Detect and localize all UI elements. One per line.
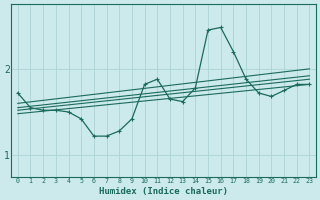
X-axis label: Humidex (Indice chaleur): Humidex (Indice chaleur) [99, 187, 228, 196]
